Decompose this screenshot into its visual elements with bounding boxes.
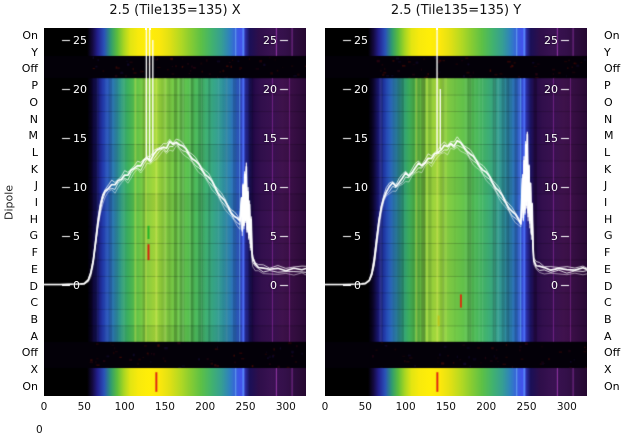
row-label-off: Off bbox=[604, 346, 621, 360]
x-tick-label: 150 bbox=[435, 401, 456, 413]
row-labels-left: On Y Off P O N M L K J I H G F E D C B A Off X On bbox=[0, 30, 40, 392]
row-label-a: A bbox=[30, 329, 38, 343]
row-label-f: F bbox=[31, 246, 38, 260]
row-label-m: M bbox=[28, 129, 39, 143]
x-tick-label: 100 bbox=[395, 401, 416, 413]
x-tick-label: 100 bbox=[114, 401, 135, 413]
row-label-on: On bbox=[604, 379, 620, 393]
row-label-n: N bbox=[29, 112, 38, 126]
row-label-p: P bbox=[31, 79, 38, 93]
row-label-o: O bbox=[29, 95, 38, 109]
plot-title-right: 2.5 (Tile135=135) Y bbox=[390, 3, 522, 18]
row-label-e: E bbox=[31, 262, 38, 276]
plot-title-left: 2.5 (Tile135=135) X bbox=[109, 3, 241, 18]
row-label-b: B bbox=[604, 312, 612, 326]
row-label-f: F bbox=[604, 246, 611, 260]
y-tick-label-inner-right: 25 bbox=[544, 34, 558, 47]
row-label-j: J bbox=[34, 179, 38, 193]
y-tick-label-inner-left: 20 bbox=[73, 83, 87, 96]
row-label-i: I bbox=[604, 196, 608, 210]
x-tick-label: 50 bbox=[77, 401, 91, 413]
row-label-k: K bbox=[604, 162, 612, 176]
row-label-x: X bbox=[604, 363, 612, 377]
heatmap-plot-x bbox=[44, 28, 306, 396]
stray-zero-label: 0 bbox=[36, 424, 43, 436]
x-tick-label: 200 bbox=[476, 401, 497, 413]
y-tick-label-inner-right: 0 bbox=[270, 279, 277, 292]
y-tick-label-inner-left: 10 bbox=[354, 181, 368, 194]
row-label-a: A bbox=[604, 329, 612, 343]
y-tick-label-inner-right: 15 bbox=[544, 132, 558, 145]
y-tick-label-inner-right: 20 bbox=[544, 83, 558, 96]
row-label-b: B bbox=[30, 312, 38, 326]
y-tick-label-inner-left: 0 bbox=[354, 279, 361, 292]
y-tick-label-inner-right: 15 bbox=[263, 132, 277, 145]
y-tick-label-inner-right: 0 bbox=[551, 279, 558, 292]
x-tick-label: 300 bbox=[556, 401, 577, 413]
row-label-e: E bbox=[604, 262, 611, 276]
y-tick-label-inner-left: 25 bbox=[73, 34, 87, 47]
x-tick-label: 0 bbox=[321, 401, 329, 413]
row-label-d: D bbox=[29, 279, 38, 293]
curve-spike-overflow bbox=[436, 22, 439, 30]
row-label-off: Off bbox=[21, 346, 38, 360]
y-tick-label-inner-left: 5 bbox=[354, 230, 361, 243]
row-label-h: H bbox=[604, 212, 613, 226]
y-tick-label-inner-left: 5 bbox=[73, 230, 80, 243]
row-label-c: C bbox=[604, 296, 612, 310]
row-label-l: L bbox=[31, 145, 38, 159]
row-label-g: G bbox=[29, 229, 38, 243]
row-label-j: J bbox=[604, 179, 608, 193]
curve-spike-overflow bbox=[148, 15, 151, 30]
row-label-g: G bbox=[604, 229, 613, 243]
x-tick-label: 250 bbox=[235, 401, 256, 413]
curve-spike-overflow bbox=[145, 15, 148, 30]
x-tick-label: 250 bbox=[516, 401, 537, 413]
row-label-on: On bbox=[22, 379, 38, 393]
y-tick-label-inner-right: 10 bbox=[544, 181, 558, 194]
y-tick-label-inner-right: 25 bbox=[263, 34, 277, 47]
y-tick-label-inner-left: 10 bbox=[73, 181, 87, 194]
y-tick-label-inner-left: 15 bbox=[73, 132, 87, 145]
x-tick-label: 300 bbox=[275, 401, 296, 413]
row-label-m: M bbox=[604, 129, 614, 143]
y-tick-label-inner-left: 15 bbox=[354, 132, 368, 145]
row-labels-right: On Y Off P O N M L K J I H G F E D C B A Off X On bbox=[602, 30, 640, 392]
row-label-n: N bbox=[604, 112, 613, 126]
y-tick-label-inner-right: 20 bbox=[263, 83, 277, 96]
y-tick-label-inner-right: 10 bbox=[263, 181, 277, 194]
x-tick-label: 200 bbox=[195, 401, 216, 413]
y-tick-label-inner-left: 0 bbox=[73, 279, 80, 292]
row-label-on: On bbox=[604, 29, 620, 42]
row-label-off: Off bbox=[21, 62, 38, 76]
x-tick-label: 0 bbox=[40, 401, 48, 413]
row-label-o: O bbox=[604, 95, 613, 109]
row-label-h: H bbox=[29, 212, 38, 226]
x-tick-label: 50 bbox=[358, 401, 372, 413]
row-label-y: Y bbox=[604, 45, 611, 59]
row-label-l: L bbox=[604, 145, 611, 159]
row-label-on: On bbox=[22, 29, 38, 42]
y-tick-label-inner-left: 25 bbox=[354, 34, 368, 47]
y-tick-label-inner-left: 20 bbox=[354, 83, 368, 96]
row-label-off: Off bbox=[604, 62, 621, 76]
row-label-k: K bbox=[30, 162, 38, 176]
x-tick-label: 150 bbox=[154, 401, 175, 413]
row-label-x: X bbox=[30, 363, 38, 377]
row-label-i: I bbox=[34, 196, 38, 210]
heatmap-plot-y bbox=[325, 28, 587, 396]
row-label-c: C bbox=[30, 296, 38, 310]
y-tick-label-inner-right: 5 bbox=[270, 230, 277, 243]
y-tick-label-inner-right: 5 bbox=[551, 230, 558, 243]
row-label-y: Y bbox=[31, 45, 38, 59]
row-label-p: P bbox=[604, 79, 611, 93]
row-label-d: D bbox=[604, 279, 613, 293]
